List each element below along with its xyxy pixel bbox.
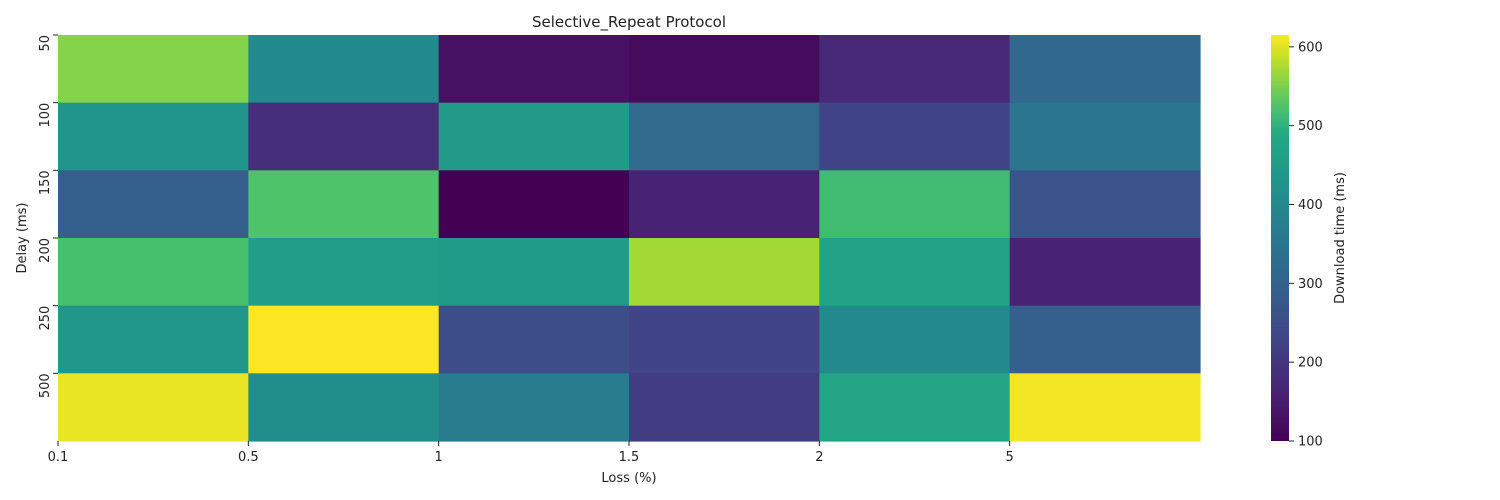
colorbar-tick-label: 100 [1298,435,1323,450]
x-tick-label: 0.1 [48,450,69,465]
heatmap-cell [58,35,249,104]
heatmap-cell [1009,238,1201,307]
heatmap-cell [819,238,1011,307]
x-tick-label: 5 [1006,450,1014,465]
y-axis-label: Delay (ms) [15,203,30,274]
heatmap-cell [58,170,249,239]
heatmap-cell [248,102,440,171]
x-axis: 0.1 0.5 1 1.5 2 5 [48,441,1014,465]
heatmap-cell [438,305,630,374]
heatmap-cell [629,102,820,171]
colorbar-ticks: 100 200 300 400 500 600 [1289,40,1323,450]
y-tick-label: 500 [38,373,53,398]
heatmap-cell [1009,102,1201,171]
heatmap-cell [248,373,440,442]
heatmap-cell [248,35,440,104]
heatmap-cell [1009,35,1201,104]
heatmap-cell [438,238,630,307]
heatmap-cell [1009,305,1201,374]
y-tick-label: 250 [38,306,53,331]
heatmap-cell [1009,170,1201,239]
heatmap-cell [438,35,630,104]
x-axis-label: Loss (%) [601,471,656,486]
y-tick-label: 150 [38,170,53,195]
y-tick-label: 200 [38,238,53,263]
heatmap-cell [248,305,440,374]
heatmap-cell [248,238,440,307]
colorbar-tick-label: 500 [1298,119,1323,134]
heatmap-cells [58,35,1201,442]
heatmap-cell [819,305,1011,374]
colorbar-tick-label: 200 [1298,356,1323,371]
colorbar-label: Download time (ms) [1333,172,1348,304]
colorbar [1271,35,1289,441]
heatmap-cell [438,373,630,442]
heatmap-cell [438,102,630,171]
heatmap-cell [1009,373,1201,442]
chart-title: Selective_Repeat Protocol [532,13,726,32]
heatmap-cell [58,373,249,442]
heatmap-cell [629,35,820,104]
x-tick-label: 1 [435,450,443,465]
heatmap-cell [248,170,440,239]
heatmap-cell [58,238,249,307]
heatmap-cell [819,35,1011,104]
x-tick-label: 0.5 [238,450,259,465]
heatmap-cell [629,373,820,442]
x-tick-label: 1.5 [619,450,640,465]
heatmap-cell [629,238,820,307]
x-tick-label: 2 [815,450,823,465]
heatmap-cell [819,170,1011,239]
colorbar-tick-label: 600 [1298,40,1323,55]
y-tick-label: 100 [38,103,53,128]
colorbar-tick-label: 300 [1298,277,1323,292]
heatmap-cell [629,170,820,239]
heatmap-cell [58,305,249,374]
heatmap-cell [438,170,630,239]
colorbar-tick-label: 400 [1298,198,1323,213]
heatmap-cell [819,373,1011,442]
heatmap-cell [629,305,820,374]
heatmap-cell [58,102,249,171]
heatmap-cell [819,102,1011,171]
y-tick-label: 50 [38,35,53,52]
y-axis: 50 100 150 200 250 500 [38,34,58,398]
